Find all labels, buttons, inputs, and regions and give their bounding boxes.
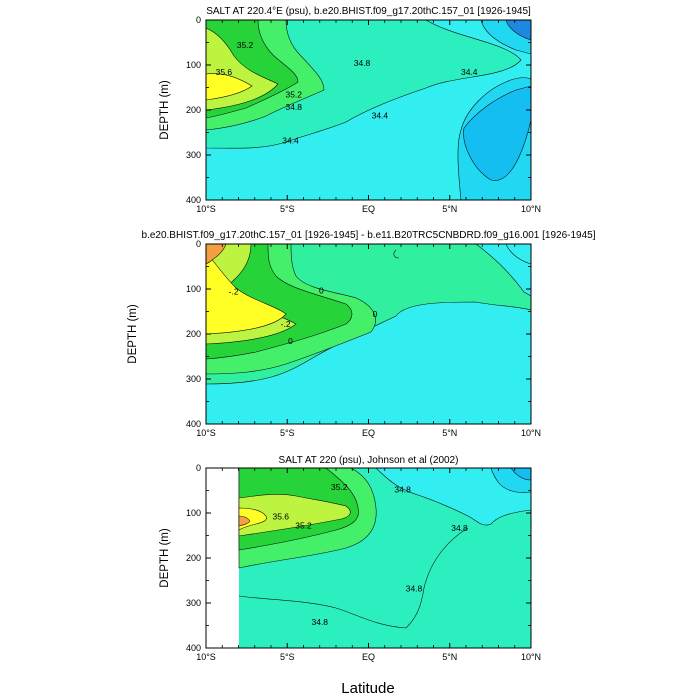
contour-label: 0 — [319, 285, 324, 295]
contour-label: 35.2 — [285, 89, 302, 99]
x-tick-label: 5°N — [442, 652, 457, 662]
fill-region — [463, 85, 531, 181]
fill-region — [206, 251, 287, 335]
contour-label: 34.4 — [282, 136, 299, 146]
x-tick-label: 5°S — [280, 204, 295, 214]
contour-label: 35.6 — [272, 512, 289, 522]
contour-label: 0 — [373, 309, 378, 319]
fill-region — [505, 244, 531, 265]
x-tick-label: 10°N — [521, 428, 541, 438]
fill-region — [206, 244, 227, 265]
contour-label: 34.4 — [461, 67, 478, 77]
contour-label: 34.8 — [451, 523, 468, 533]
y-tick-label: 0 — [196, 463, 201, 473]
contour-field — [206, 244, 531, 424]
x-axis: 10°S 5°S EQ 5°N 10°N — [196, 244, 541, 438]
fill-region — [238, 494, 351, 537]
x-tick-label: 10°S — [196, 204, 216, 214]
y-tick-label: 400 — [186, 643, 201, 653]
contour-field — [206, 468, 531, 648]
contour-labels: 35.2 35.6 35.2 34.8 34.8 34.8 34.8 — [272, 482, 468, 627]
contour-label: 0 — [288, 336, 293, 346]
y-tick-label: 300 — [186, 374, 201, 384]
fill-region — [206, 73, 253, 101]
x-tick-label: EQ — [362, 652, 375, 662]
contour-label: 35.2 — [295, 521, 312, 531]
fill-region — [238, 515, 251, 527]
contour-label: 34.8 — [394, 485, 411, 495]
y-tick-label: 100 — [186, 508, 201, 518]
x-tick-label: 5°N — [442, 428, 457, 438]
fill-region — [238, 507, 267, 531]
x-tick-label: 5°S — [280, 428, 295, 438]
contour-label: 35.6 — [216, 67, 233, 77]
y-axis-label: DEPTH (m) — [159, 80, 171, 140]
contour-field — [206, 20, 531, 200]
fill-region — [510, 468, 531, 481]
x-tick-label: 10°S — [196, 652, 216, 662]
x-axis: 10°S 5°S EQ 5°N 10°N — [196, 20, 541, 214]
panel-model-salinity: SALT AT 220.4°E (psu), b.e20.BHIST.f09_g… — [159, 6, 541, 214]
contour-label: -.2 — [229, 286, 239, 296]
y-axis: 0 100 200 300 400 — [186, 239, 531, 429]
contour-label: 35.2 — [237, 40, 254, 50]
contour-label: 34.8 — [354, 58, 371, 68]
x-tick-label: 5°N — [442, 204, 457, 214]
contour-labels: -.2 0 -.2 0 0 — [229, 285, 378, 345]
panel-salinity-difference: b.e20.BHIST.f09_g17.20thC.157_01 [1926-1… — [127, 230, 596, 438]
panel-observed-salinity: SALT AT 220 (psu), Johnson et al (2002) … — [159, 455, 541, 662]
y-tick-label: 300 — [186, 598, 201, 608]
y-tick-label: 400 — [186, 195, 201, 205]
y-axis-label: DEPTH (m) — [127, 304, 139, 364]
contour-label: 34.4 — [372, 110, 389, 120]
y-tick-label: 200 — [186, 105, 201, 115]
x-tick-label: EQ — [362, 204, 375, 214]
contour-label: 34.8 — [285, 102, 302, 112]
panel-title: b.e20.BHIST.f09_g17.20thC.157_01 [1926-1… — [141, 230, 595, 241]
contour-label: 34.8 — [311, 617, 328, 627]
y-axis: 0 100 200 300 400 — [186, 463, 531, 653]
contour-label: 35.2 — [331, 482, 348, 492]
y-tick-label: 0 — [196, 15, 201, 25]
missing-data-region — [206, 468, 239, 648]
panel-title: SALT AT 220 (psu), Johnson et al (2002) — [279, 455, 459, 466]
y-tick-label: 100 — [186, 60, 201, 70]
contour-labels: 35.2 35.6 35.2 34.8 34.8 34.4 34.4 34.4 — [216, 40, 478, 146]
x-tick-label: 10°N — [521, 652, 541, 662]
x-tick-label: EQ — [362, 428, 375, 438]
y-tick-label: 100 — [186, 284, 201, 294]
y-axis: 0 100 200 300 400 — [186, 15, 531, 205]
y-axis-label: DEPTH (m) — [159, 528, 171, 588]
x-axis-label: Latitude — [341, 680, 394, 697]
y-tick-label: 200 — [186, 329, 201, 339]
fill-region — [238, 527, 469, 629]
contour-label: 34.8 — [406, 584, 423, 594]
contour-label: -.2 — [281, 319, 291, 329]
fill-region — [393, 249, 400, 259]
x-tick-label: 10°S — [196, 428, 216, 438]
panel-title: SALT AT 220.4°E (psu), b.e20.BHIST.f09_g… — [206, 6, 531, 17]
fill-region — [505, 20, 531, 41]
fill-region — [375, 468, 531, 526]
y-tick-label: 0 — [196, 239, 201, 249]
y-tick-label: 300 — [186, 150, 201, 160]
x-tick-label: 10°N — [521, 204, 541, 214]
y-tick-label: 400 — [186, 419, 201, 429]
x-axis: 10°S 5°S EQ 5°N 10°N — [196, 468, 541, 662]
y-tick-label: 200 — [186, 553, 201, 563]
x-tick-label: 5°S — [280, 652, 295, 662]
